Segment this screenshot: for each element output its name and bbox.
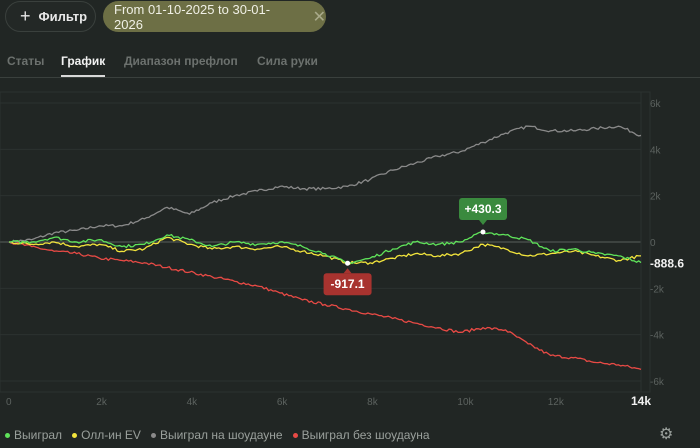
x-tick-label: 0 (6, 397, 12, 408)
y-tick-label: 4k (650, 145, 662, 156)
legend-item[interactable]: Выиграл без шоудауна (292, 428, 430, 442)
x-tick-label: 10k (457, 397, 474, 408)
tab-graph[interactable]: График (61, 54, 106, 77)
tab-hand-strength[interactable]: Сила руки (257, 54, 318, 68)
legend-label: Выиграл на шоудауне (159, 428, 283, 442)
add-filter-button[interactable]: + Фильтр (5, 1, 96, 32)
annotation-box (459, 198, 507, 221)
plus-icon: + (20, 6, 31, 26)
y-tick-label: 0 (650, 238, 656, 249)
legend-label: Выиграл (14, 428, 63, 442)
series-line (8, 125, 642, 245)
profit-chart: 6k 4k 2k 0 -2k -4k -6k 0 2k 4k 6k 8k 10k 12k 14k +430.3… (0, 91, 684, 408)
legend-dot (5, 433, 10, 439)
tab-stats[interactable]: Статы (7, 54, 45, 68)
annotation-point (480, 229, 486, 235)
chart-frame (0, 91, 651, 393)
legend: Выиграл Олл-ин EV Выиграл на шоудауне Выигр… (5, 428, 430, 442)
x-tick-label: 6k (277, 397, 289, 408)
legend-item[interactable]: Выиграл на шоудауне (150, 428, 283, 442)
legend-item[interactable]: Олл-ин EV (72, 428, 141, 442)
annotation-point (345, 260, 351, 266)
annotation-box (323, 273, 372, 296)
tab-bar: Статы График Диапазон префлоп Сила руки (0, 52, 700, 78)
x-tick-label: 4k (187, 397, 199, 408)
x-tick-label: 8k (367, 397, 379, 408)
series-line (9, 236, 641, 266)
y-tick-label: -4k (650, 331, 665, 342)
tab-preflop-range[interactable]: Диапазон префлоп (124, 54, 238, 68)
y-tick-label: 6k (650, 99, 662, 110)
y-tick-label: 2k (650, 192, 662, 203)
series-line (8, 241, 642, 371)
y-tick-label: -6k (650, 377, 665, 388)
y-tick-label: -2k (650, 284, 665, 295)
annotation-label: -917.1 (331, 277, 365, 291)
legend-label: Олл-ин EV (81, 428, 141, 442)
end-value-label: -888.6 (650, 257, 684, 271)
legend-label: Выиграл без шоудауна (301, 428, 430, 442)
x-tick-label: 2k (96, 397, 108, 408)
date-range-chip[interactable]: From 01-10-2025 to 30-01-2026 ✕ (103, 1, 326, 32)
legend-dot (72, 433, 78, 439)
gear-icon[interactable]: ⚙ (659, 426, 674, 443)
legend-dot (150, 433, 156, 439)
annotation-pointer (343, 268, 352, 274)
x-tick-label: 12k (548, 397, 565, 408)
annotation-pointer (479, 220, 487, 226)
legend-dot (292, 433, 298, 439)
close-icon[interactable]: ✕ (312, 8, 326, 26)
x-tick-label: 14k (631, 394, 651, 408)
annotation-label: +430.3 (464, 202, 501, 216)
series-line (8, 231, 642, 265)
legend-item[interactable]: Выиграл (5, 428, 62, 442)
